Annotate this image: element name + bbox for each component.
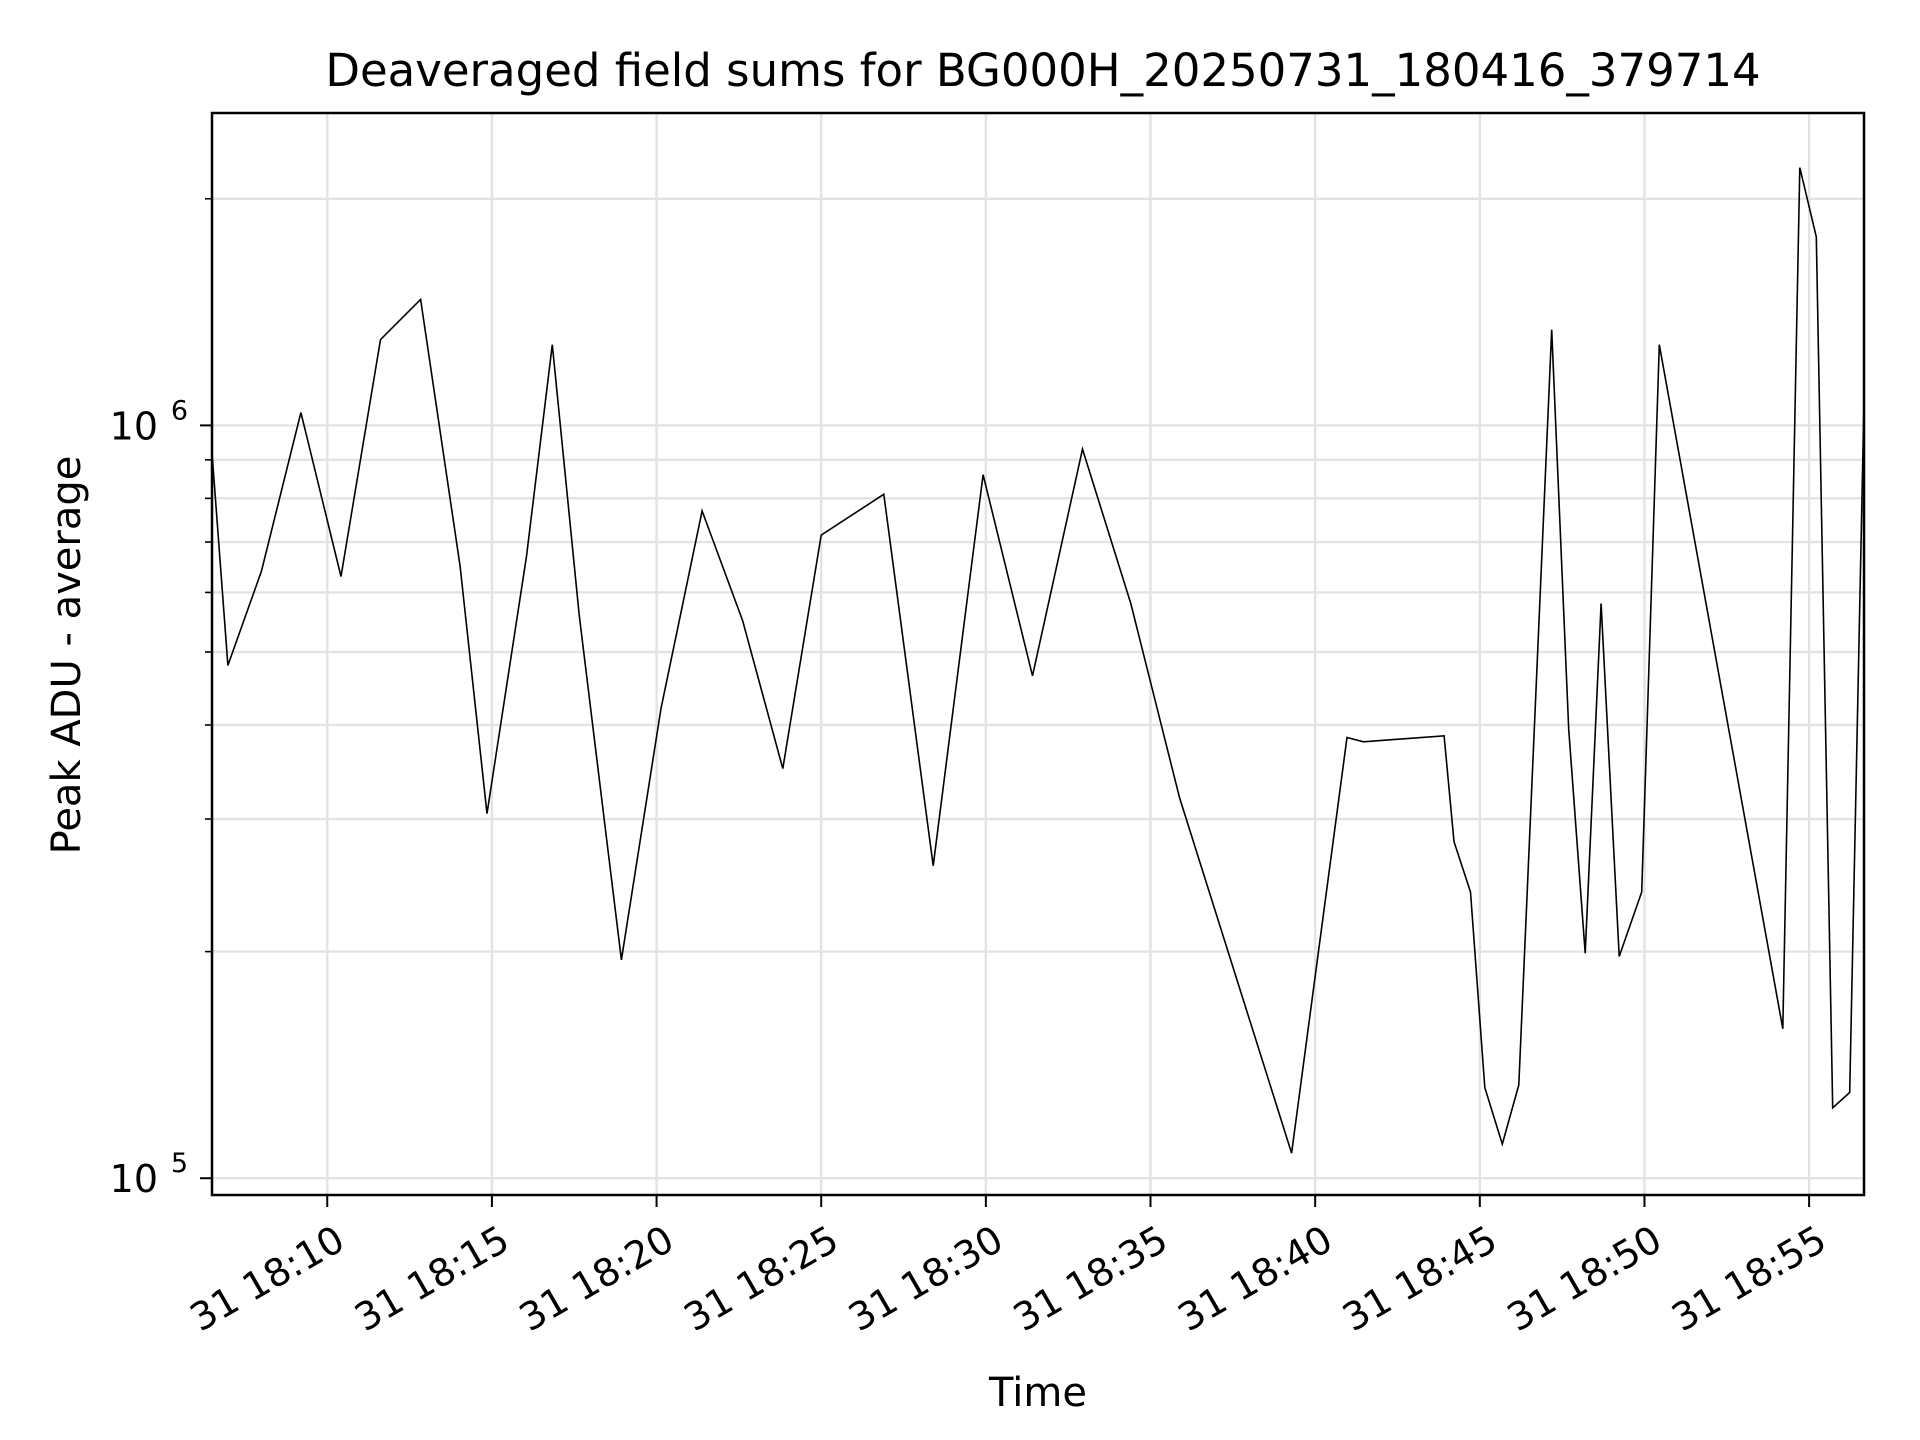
y-axis: 10 5 10 6 [110,197,212,1201]
y-tick-exponent: 5 [171,1148,188,1179]
plot-frame [210,111,1866,1197]
series-polyline [211,167,1865,1154]
y-tick-label: 10 [110,404,158,448]
y-tick-label: 10 [110,1157,158,1201]
series-line [211,167,1865,1154]
y-axis-label: Peak ADU - average [44,456,90,855]
chart-title: Deaveraged field sums for BG000H_2025073… [325,44,1760,97]
x-axis-label: Time [988,1370,1087,1416]
y-tick-exponent: 6 [171,395,188,426]
